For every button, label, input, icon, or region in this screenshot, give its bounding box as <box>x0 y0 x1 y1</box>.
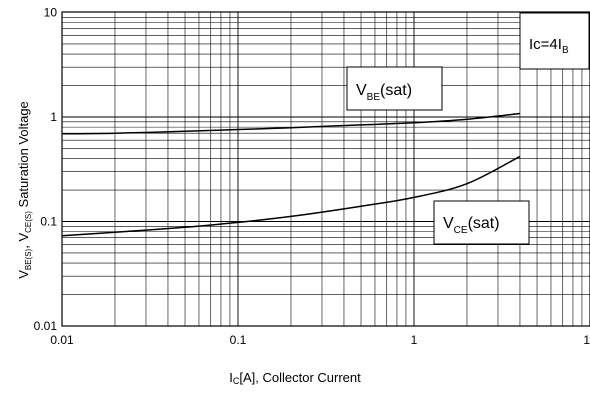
ylabel-mid: , V <box>16 233 31 249</box>
ylabel-v1: V <box>16 270 31 279</box>
x-tick-label: 10 <box>583 333 590 347</box>
y-axis-label: VBE(S), VCE(S) Saturation Voltage <box>16 101 33 279</box>
condition-text: Ic=4I <box>529 36 562 53</box>
x-tick-label: 0.1 <box>230 333 247 347</box>
grid <box>61 12 590 327</box>
ylabel-sub2: CE(S) <box>24 211 33 233</box>
vbe-label-sub: BE <box>367 92 381 103</box>
series-label-vbe: VBE(sat) <box>346 66 443 111</box>
ylabel-suffix: Saturation Voltage <box>16 101 31 211</box>
condition-box: Ic=4IB <box>519 12 590 70</box>
y-tick-label: 1 <box>50 110 57 124</box>
x-tick-label: 1 <box>411 333 418 347</box>
svg-text:VBE(sat): VBE(sat) <box>356 82 412 103</box>
series-line-vce-sat <box>61 155 521 237</box>
xlabel-sub: C <box>232 376 240 386</box>
svg-text:Ic=4IB: Ic=4IB <box>529 36 569 56</box>
condition-sub: B <box>562 45 569 56</box>
x-tick-label: 0.01 <box>50 333 74 347</box>
series-lines <box>61 112 521 237</box>
vce-label-sub: CE <box>454 225 468 236</box>
series-line-vbe-sat <box>61 112 521 135</box>
svg-text:VCE(sat): VCE(sat) <box>443 215 500 236</box>
y-tick-label: 0.01 <box>34 319 58 333</box>
xlabel-prefix: I <box>229 370 233 385</box>
series-label-vce: VCE(sat) <box>433 200 530 245</box>
vbe-label-main: V <box>356 82 367 99</box>
tick-labels: 0.01 0.1 1 10 0.01 0.1 1 10 <box>34 6 590 348</box>
x-axis-label: IC[A], Collector Current <box>0 370 590 386</box>
y-tick-label: 10 <box>44 6 58 20</box>
ylabel-sub1: BE(S) <box>24 248 33 270</box>
y-tick-label: 0.1 <box>40 215 57 229</box>
svg-text:VBE(S), VCE(S) Saturation Volt: VBE(S), VCE(S) Saturation Voltage <box>16 101 33 279</box>
vbe-label-suffix: (sat) <box>380 82 412 99</box>
xlabel-suffix: [A], Collector Current <box>239 370 361 385</box>
vce-label-main: V <box>443 215 454 232</box>
plot-frame <box>61 11 590 327</box>
vce-label-suffix: (sat) <box>468 215 500 232</box>
